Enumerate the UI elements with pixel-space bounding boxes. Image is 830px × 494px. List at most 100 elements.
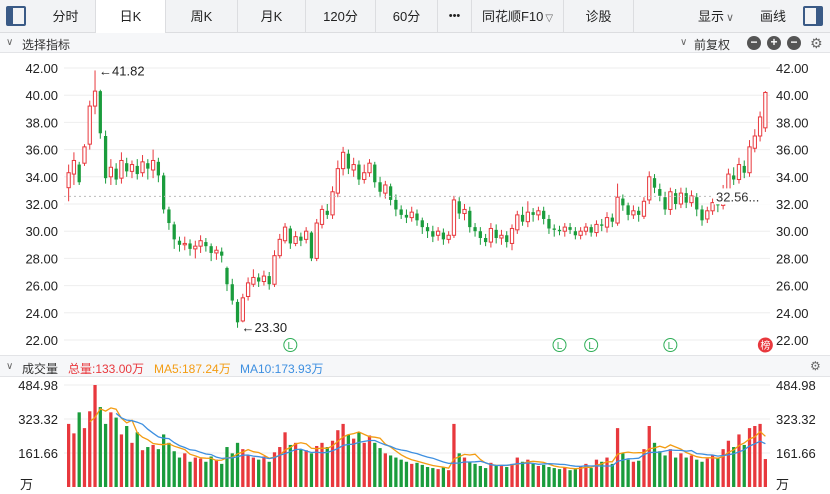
minus-circle-icon[interactable]: − (787, 36, 801, 50)
volume-bar (732, 447, 736, 487)
volume-bar (410, 463, 414, 487)
candle-body (172, 224, 176, 240)
candle-body (135, 165, 139, 175)
adjust-mode-selector[interactable]: 前复权 (694, 38, 731, 52)
candle-body (162, 175, 166, 210)
price-tick-label: 24.00 (776, 306, 809, 321)
volume-bar (198, 458, 203, 487)
chevron-down-icon[interactable]: ∨ (6, 37, 14, 48)
volume-bar (114, 417, 118, 487)
volume-tick-label: 323.32 (18, 412, 58, 427)
volume-bar (737, 434, 741, 487)
volume-bar (394, 457, 398, 487)
candle-body (103, 136, 108, 179)
tab-weekly-k[interactable]: 周K (166, 0, 238, 33)
price-tick-label: 26.00 (776, 279, 809, 294)
volume-bar (88, 411, 92, 487)
candle-body (700, 209, 704, 221)
minus-circle-icon[interactable]: − (747, 36, 761, 50)
display-label: 显示 (697, 9, 724, 24)
gear-icon[interactable]: ⚙ (810, 359, 821, 373)
chevron-down-icon: ▽ (545, 13, 554, 24)
volume-title[interactable]: 成交量 (22, 362, 59, 376)
candle-body (177, 240, 182, 245)
indicator-selector[interactable]: 选择指标 (22, 38, 71, 52)
volume-bar (578, 465, 583, 487)
tab-monthly-k[interactable]: 月K (238, 0, 306, 33)
volume-bar (357, 432, 361, 487)
candle-body (125, 163, 129, 172)
chevron-down-icon: ∨ (680, 37, 688, 48)
candle-body (378, 182, 382, 192)
tab-diagnose[interactable]: 诊股 (564, 0, 634, 33)
candlestick-chart[interactable]: 42.00 40.00 38.00 36.00 34.00 32.00 30.00 28.00… (0, 54, 830, 354)
candle-body (156, 161, 161, 176)
volume-bar (346, 434, 351, 487)
price-tick-label: 32.00 (776, 197, 809, 212)
volume-bar (214, 459, 219, 487)
tab-f10[interactable]: 同花顺F10 ▽ (472, 0, 564, 33)
chevron-down-icon[interactable]: ∨ (6, 361, 14, 372)
candle-body (399, 209, 403, 215)
candle-body (319, 208, 325, 225)
volume-bar (589, 468, 593, 487)
candle-body (583, 226, 589, 232)
candle-body (457, 201, 461, 214)
candle-body (478, 231, 482, 238)
volume-bar (162, 434, 166, 487)
event-badge-icon (584, 338, 599, 352)
volume-bar (584, 463, 588, 487)
candle-body (119, 159, 124, 179)
candle-body (536, 210, 541, 216)
volume-bar (536, 465, 541, 487)
collapse-left-panel-icon[interactable] (6, 6, 26, 26)
candle-body (314, 222, 319, 259)
candle-body (415, 213, 419, 221)
volume-bar (103, 423, 108, 487)
volume-bar (167, 442, 171, 487)
candle-body (204, 242, 208, 247)
candle-body (494, 229, 498, 238)
volume-bar (183, 453, 187, 487)
volume-chart[interactable]: 484.98 484.98 323.32 323.32 161.66 161.66 万 万 (0, 377, 830, 494)
candle-body (446, 234, 451, 240)
candle-body (505, 235, 509, 243)
ma10-line (115, 412, 766, 468)
draw-line-button[interactable]: 画线 (759, 9, 786, 24)
gear-icon[interactable]: ⚙ (810, 35, 823, 51)
volume-bars (67, 385, 767, 487)
candle-body (658, 189, 662, 196)
candle-body (362, 172, 367, 181)
volume-bar (93, 385, 97, 487)
volume-bar (631, 461, 636, 487)
volume-bar (251, 457, 256, 487)
volume-bar (605, 457, 609, 487)
volume-bar (367, 435, 372, 487)
volume-bar (679, 453, 683, 487)
candle-body (394, 199, 398, 210)
candle-body (594, 223, 599, 234)
volume-bar (499, 464, 504, 487)
plus-circle-icon[interactable]: + (767, 36, 781, 50)
tab-daily-k[interactable]: 日K (96, 0, 166, 33)
volume-bar (130, 442, 134, 487)
tab-120min[interactable]: 120分 (306, 0, 376, 33)
more-periods-button[interactable]: ••• (438, 0, 472, 33)
volume-bar (98, 407, 102, 487)
volume-bar (193, 457, 197, 487)
collapse-right-panel-icon[interactable] (803, 6, 823, 26)
volume-bar (637, 460, 641, 487)
volume-bar (726, 440, 731, 487)
candle-body (225, 267, 229, 285)
candle-body (357, 164, 361, 180)
candle-body (736, 164, 742, 181)
period-toolbar: 分时 日K 周K 月K 120分 60分 ••• 同花顺F10 ▽ 诊股 显示 ∨ … (0, 0, 830, 33)
tab-60min[interactable]: 60分 (376, 0, 438, 33)
volume-bar (341, 423, 345, 487)
candle-body (589, 227, 593, 233)
volume-bar (156, 449, 161, 487)
display-dropdown[interactable]: 显示 ∨ (684, 0, 748, 33)
volume-bar (647, 426, 651, 487)
tab-timeshare[interactable]: 分时 (36, 0, 96, 33)
volume-bar (489, 462, 493, 487)
